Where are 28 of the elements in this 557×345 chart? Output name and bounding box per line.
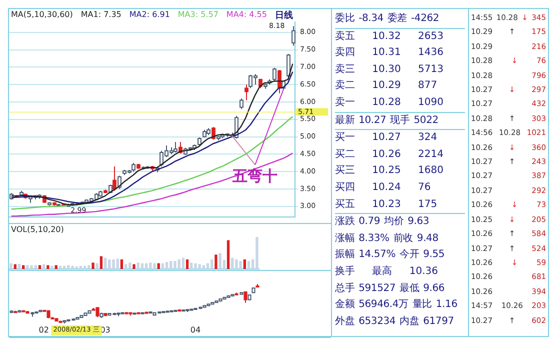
text: MA2: 6.91	[129, 10, 170, 20]
text: 买一 10.27 324	[335, 131, 438, 146]
text: 卖四 10.31 1436	[335, 46, 444, 60]
x-tick-label: 04	[190, 325, 201, 334]
text: 换手 最高 10.36	[335, 264, 439, 279]
text: 最新 10.27 现手 5022	[335, 112, 465, 130]
text: 买二 10.26 2214	[335, 148, 444, 162]
text: 买三 10.25 1680	[335, 164, 444, 178]
text: 买四 10.24 76	[335, 180, 432, 195]
text: 卖五 10.32 2653	[335, 30, 444, 44]
text: 金额 56946.4万 量比 1.16	[335, 298, 458, 312]
text: MA1: 7.35	[80, 10, 122, 20]
text: 总手 591527 最低 9.66	[335, 282, 446, 296]
text: 卖二 10.29 877	[335, 78, 438, 94]
chart-title: VOL(5,10,20)	[11, 225, 64, 234]
text: 卖三 10.30 5713	[335, 62, 444, 77]
text: 振幅 14.57% 今开 9.55	[335, 248, 446, 262]
text: 委比 -8.34 委差 -4262	[335, 11, 465, 29]
text: 买五 10.23 175	[335, 196, 465, 214]
text: MA3: 5.57	[178, 10, 218, 20]
text: 涨幅 8.33% 前收 9.48	[335, 232, 440, 246]
text: MA4: 4.55	[226, 10, 267, 20]
x-tick-label: 02	[38, 325, 49, 334]
text: 卖一 10.28 1090	[335, 94, 465, 113]
chart-title: MA(5,10,30,60)	[11, 10, 73, 20]
chart-subtitle: 日线	[275, 10, 293, 21]
text: 外盘 653234 内盘 61797	[335, 314, 455, 329]
text: 涨跌 0.79 均价 9.63	[335, 214, 430, 230]
